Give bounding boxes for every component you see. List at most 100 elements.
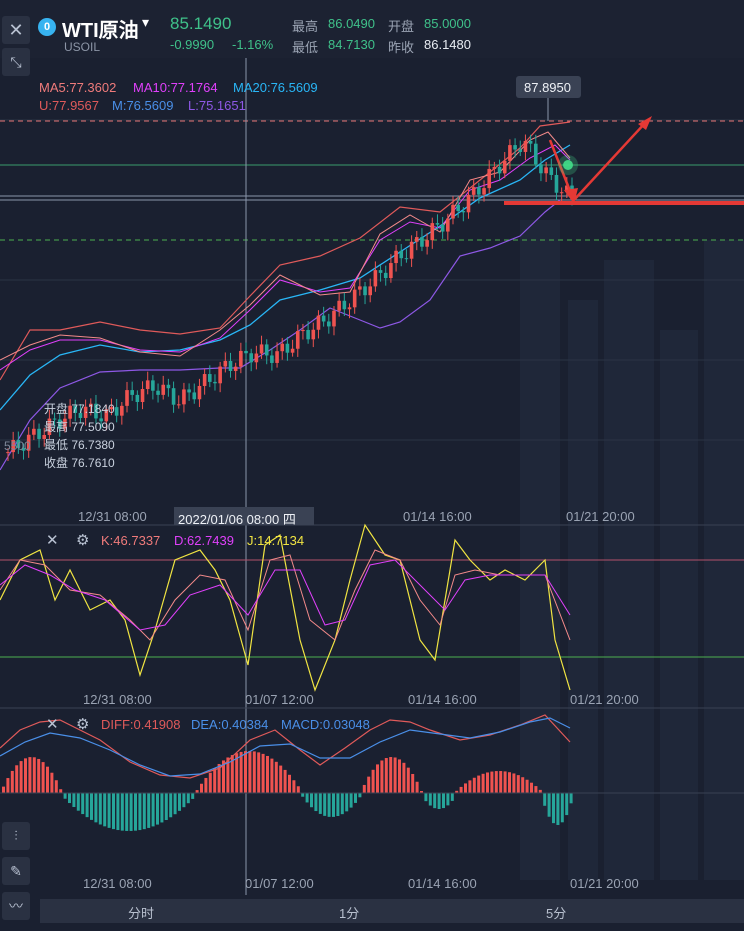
candle-body xyxy=(435,223,440,225)
macd-bar xyxy=(455,790,459,793)
macd-bar xyxy=(508,772,511,793)
candle-body xyxy=(47,418,52,436)
macd-bar xyxy=(94,793,98,823)
macd-bar xyxy=(468,780,472,793)
macd-bar xyxy=(261,753,265,793)
down-arrow-annotation xyxy=(548,139,574,197)
macd-bar xyxy=(393,757,397,793)
macd-bar xyxy=(450,793,454,801)
macd-bar xyxy=(389,757,393,793)
candle-body xyxy=(342,300,347,310)
candle-body xyxy=(311,329,316,340)
tooltip-low: 最低 76.7380 xyxy=(44,438,115,452)
candlestick-series xyxy=(6,134,574,462)
macd-time-label-3: 01/14 16:00 xyxy=(408,876,477,891)
open-value: 85.0000 xyxy=(424,16,471,31)
candle-body xyxy=(16,440,21,448)
macd-bar xyxy=(156,793,159,825)
macd-bar xyxy=(459,786,463,793)
candle-body xyxy=(207,374,212,382)
candle-body xyxy=(523,140,528,152)
macd-bar xyxy=(120,793,124,831)
symbol-dropdown-icon[interactable]: ▾ xyxy=(142,14,150,30)
candle-body xyxy=(88,403,93,407)
macd-bar xyxy=(384,758,388,793)
indicator-button[interactable]: 〰 xyxy=(2,892,30,920)
kdj-d-line xyxy=(0,559,571,631)
candle-body xyxy=(135,394,140,403)
macd-bar xyxy=(296,786,300,793)
macd-bar xyxy=(6,778,10,793)
kdj-settings-icon[interactable]: ⚙ xyxy=(76,532,90,549)
up-arrow-annotation xyxy=(573,121,647,201)
macd-bar xyxy=(230,755,234,793)
macd-bar xyxy=(28,757,32,793)
candle-body xyxy=(358,286,362,290)
candle-type-button[interactable]: ⫶ xyxy=(2,822,30,850)
candle-body xyxy=(306,329,310,340)
candle-body xyxy=(533,143,538,165)
candle-body xyxy=(420,237,424,247)
main-time-label-2: 01/14 16:00 xyxy=(403,509,472,524)
macd-bar xyxy=(186,793,190,804)
macd-bar xyxy=(213,768,217,793)
interval-tabs xyxy=(40,899,744,923)
close-button[interactable]: ✕ xyxy=(2,16,30,44)
macd-bar xyxy=(340,793,344,815)
kdj-close-icon[interactable]: ✕ xyxy=(46,532,59,549)
candle-body xyxy=(130,390,134,395)
macd-settings-icon[interactable]: ⚙ xyxy=(76,716,90,733)
symbol-code: USOIL xyxy=(64,40,101,54)
candle-body xyxy=(285,343,290,353)
macd-bar xyxy=(428,793,432,806)
candle-body xyxy=(363,286,367,296)
peak-label-box xyxy=(516,76,581,98)
candle-body xyxy=(440,224,445,232)
macd-time-label-1: 12/31 08:00 xyxy=(83,876,152,891)
candle-body xyxy=(456,204,460,212)
candle-body xyxy=(559,192,564,194)
expand-button[interactable]: ⤡ xyxy=(2,48,30,76)
candle-body xyxy=(425,240,429,247)
tab-timeshare[interactable]: 分时 xyxy=(128,906,155,921)
pencil-icon: ✎ xyxy=(10,862,22,879)
candle-body xyxy=(57,419,62,429)
candle-body xyxy=(63,418,67,429)
macd-bar xyxy=(464,783,467,793)
macd-bar xyxy=(516,775,520,793)
candle-body xyxy=(94,403,98,419)
candle-body xyxy=(223,360,228,367)
macd-bar xyxy=(310,793,313,808)
candle-body xyxy=(254,353,259,363)
macd-bar xyxy=(138,793,142,831)
candle-body xyxy=(192,392,197,400)
macd-close-icon[interactable]: ✕ xyxy=(46,716,59,733)
candle-body xyxy=(259,344,264,354)
symbol-name[interactable]: WTI原油 xyxy=(62,20,139,42)
candle-body xyxy=(233,366,238,371)
macd-bar xyxy=(134,793,137,831)
tab-1min[interactable]: 1分 xyxy=(339,906,360,921)
macd-bar xyxy=(50,772,54,793)
candle-body xyxy=(461,211,466,213)
macd-bar xyxy=(2,786,5,793)
macd-dea-legend: DEA:0.40384 xyxy=(191,717,269,732)
candle-body xyxy=(539,164,543,174)
macd-bar xyxy=(367,776,371,793)
draw-tool-button[interactable]: ✎ xyxy=(2,857,30,885)
candle-body xyxy=(239,350,243,367)
macd-bar xyxy=(314,793,318,812)
header-bar xyxy=(0,0,744,58)
low-label: 最低 xyxy=(292,40,319,55)
tab-5min[interactable]: 5分 xyxy=(546,906,567,921)
candle-body xyxy=(497,166,502,174)
main-time-label-1: 12/31 08:00 xyxy=(78,509,147,524)
candle-body xyxy=(125,390,129,406)
macd-bar xyxy=(160,793,164,823)
kdj-j-legend: J:14.7134 xyxy=(247,533,305,548)
chart-canvas[interactable] xyxy=(0,58,744,898)
macd-bar xyxy=(178,793,181,811)
macd-bar xyxy=(37,758,41,793)
macd-bar xyxy=(305,793,309,803)
macd-bar xyxy=(283,769,287,793)
